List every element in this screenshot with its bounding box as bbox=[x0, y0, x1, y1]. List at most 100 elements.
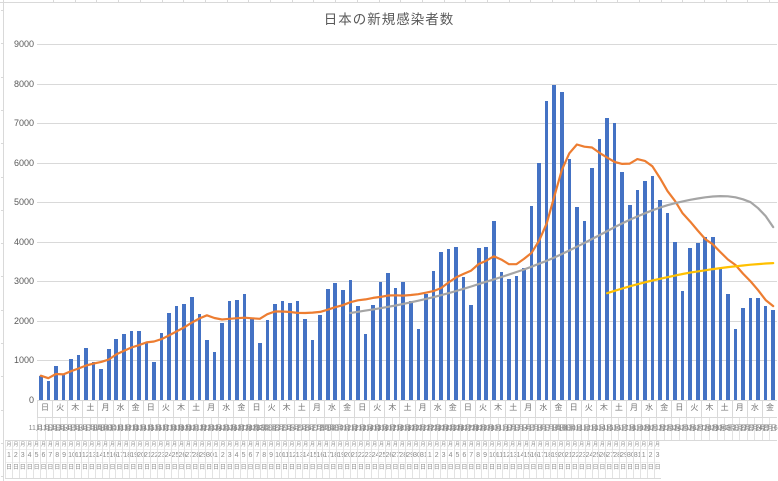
x-axis-vertical-date-label[interactable]: 月 27 日 bbox=[184, 441, 193, 478]
x-axis-date-label[interactable]: 1月29日 bbox=[700, 418, 726, 440]
x-axis-date-label[interactable]: 12月1日 bbox=[255, 418, 281, 440]
x-axis-weekday-label[interactable]: 木 bbox=[701, 400, 716, 417]
x-axis-vertical-date-label[interactable]: 月 10 日 bbox=[67, 441, 76, 478]
x-axis-vertical-date-label[interactable]: 月 12 日 bbox=[287, 441, 297, 478]
bar-daily-new-cases[interactable] bbox=[129, 331, 134, 400]
bar-daily-new-cases[interactable] bbox=[182, 303, 187, 400]
x-axis-date-label[interactable]: 12月16日 bbox=[366, 418, 396, 440]
x-axis-date-label[interactable]: 12月26日 bbox=[442, 418, 471, 440]
x-axis-date-label[interactable]: 11月24日 bbox=[200, 418, 229, 440]
y-axis-tick-label[interactable]: 3000 bbox=[13, 276, 34, 287]
x-axis-weekday-label[interactable]: 火 bbox=[580, 400, 596, 417]
x-axis-date-label[interactable]: 12月10日 bbox=[321, 418, 351, 440]
x-axis-vertical-date-label[interactable]: 月 25 日 bbox=[170, 441, 179, 478]
x-axis-date-label[interactable]: 12月9日 bbox=[315, 418, 341, 440]
bar-daily-new-cases[interactable] bbox=[658, 200, 662, 400]
bar-daily-new-cases[interactable] bbox=[454, 246, 458, 400]
x-axis-date-label[interactable]: 12月13日 bbox=[344, 418, 373, 440]
x-axis-date-label[interactable]: 12月7日 bbox=[300, 418, 326, 440]
x-axis-date-label[interactable]: 1月17日 bbox=[610, 418, 636, 440]
bar-daily-new-cases[interactable] bbox=[741, 308, 745, 400]
x-axis-weekday-label[interactable]: 日 bbox=[565, 400, 581, 417]
bar-daily-new-cases[interactable] bbox=[38, 375, 43, 400]
bar-daily-new-cases[interactable] bbox=[220, 323, 224, 400]
x-axis-date-label[interactable]: 11月16日 bbox=[140, 418, 169, 440]
x-axis-weekday-label[interactable]: 火 bbox=[52, 400, 67, 417]
bar-daily-new-cases[interactable] bbox=[295, 300, 300, 400]
x-axis-vertical-date-label[interactable]: 月 11 日 bbox=[281, 441, 289, 478]
x-axis-date-label[interactable]: 12月30日 bbox=[472, 418, 502, 440]
x-axis-date-label[interactable]: 1月19日 bbox=[625, 418, 651, 440]
x-axis-date-label[interactable]: 1月22日 bbox=[648, 418, 673, 440]
bar-daily-new-cases[interactable] bbox=[439, 252, 443, 400]
x-axis-weekday-label[interactable]: 水 bbox=[746, 400, 762, 417]
x-axis-weekday-label[interactable]: 土 bbox=[82, 400, 97, 417]
x-axis-date-label[interactable]: 12月22日 bbox=[412, 418, 441, 440]
bar-daily-new-cases[interactable] bbox=[552, 85, 557, 400]
x-axis-vertical-date-label[interactable]: 月 30 日 bbox=[626, 441, 635, 478]
x-axis-weekday-label[interactable]: 火 bbox=[263, 400, 279, 417]
x-axis-vertical-date-label[interactable]: 月 21 日 bbox=[563, 441, 573, 478]
x-axis-weekday-label[interactable]: 月 bbox=[731, 400, 747, 417]
x-axis-weekday-label[interactable]: 日 bbox=[37, 400, 52, 417]
x-axis-vertical-date-label[interactable]: 月 23 日 bbox=[577, 441, 586, 478]
x-axis-weekday-label[interactable]: 金 bbox=[550, 400, 565, 417]
x-axis-date-label[interactable]: 1月3日 bbox=[506, 418, 528, 440]
x-axis-vertical-date-label[interactable]: 月 13 日 bbox=[294, 441, 304, 478]
bar-daily-new-cases[interactable] bbox=[167, 312, 171, 400]
bar-daily-new-cases[interactable] bbox=[544, 100, 549, 400]
x-axis-date-label[interactable]: 1月27日 bbox=[685, 418, 711, 440]
y-axis-tick-label[interactable]: 2000 bbox=[13, 315, 34, 326]
x-axis-date-label[interactable]: 11月27日 bbox=[223, 418, 252, 440]
bar-daily-new-cases[interactable] bbox=[76, 354, 81, 400]
x-axis-date-label[interactable]: 11月7日 bbox=[74, 418, 99, 440]
x-axis-vertical-date-label[interactable]: 月 31 日 bbox=[419, 441, 428, 478]
y-axis-tick-label[interactable]: 4000 bbox=[13, 236, 34, 247]
x-axis-date-label[interactable]: 1月31日 bbox=[716, 418, 741, 440]
x-axis-date-label[interactable]: 11月9日 bbox=[89, 418, 114, 440]
x-axis-date-label[interactable]: 2月6日 bbox=[763, 418, 778, 440]
bar-daily-new-cases[interactable] bbox=[537, 162, 541, 400]
bar-daily-new-cases[interactable] bbox=[763, 305, 768, 400]
bar-daily-new-cases[interactable] bbox=[582, 220, 587, 400]
x-axis-vertical-date-label[interactable]: 月 14 日 bbox=[94, 441, 103, 478]
x-axis-vertical-date-label[interactable]: 月 30 日 bbox=[205, 441, 214, 478]
x-axis-date-label[interactable]: 1月7日 bbox=[536, 418, 558, 440]
x-axis-weekday-label[interactable]: 日 bbox=[142, 400, 158, 417]
bar-daily-new-cases[interactable] bbox=[492, 221, 496, 400]
x-axis-date-label[interactable]: 1月23日 bbox=[655, 418, 681, 440]
x-axis-date-label[interactable]: 1月1日 bbox=[491, 418, 513, 440]
x-axis-vertical-date-label[interactable]: 月 24 日 bbox=[584, 441, 593, 478]
x-axis-date-label[interactable]: 1月5日 bbox=[521, 418, 543, 440]
bar-daily-new-cases[interactable] bbox=[227, 300, 232, 400]
x-axis-weekday-label[interactable]: 月 bbox=[308, 400, 324, 417]
x-axis-vertical-date-label[interactable]: 月 19 日 bbox=[129, 441, 138, 478]
bar-daily-new-cases[interactable] bbox=[529, 205, 534, 400]
x-axis-vertical-date-label[interactable]: 月 29 日 bbox=[198, 441, 207, 478]
bar-daily-new-cases[interactable] bbox=[159, 332, 164, 400]
bar-daily-new-cases[interactable] bbox=[461, 276, 466, 400]
x-axis-date-label[interactable]: 11月21日 bbox=[178, 418, 207, 440]
x-axis-vertical-date-label[interactable]: 月 29 日 bbox=[405, 441, 414, 478]
bar-daily-new-cases[interactable] bbox=[348, 279, 353, 400]
x-axis-weekday-label[interactable]: 月 bbox=[625, 400, 641, 417]
x-axis-weekday-label[interactable]: 月 bbox=[203, 400, 218, 417]
x-axis-date-label[interactable]: 12月18日 bbox=[381, 418, 411, 440]
x-axis-vertical-date-label[interactable]: 月 31 日 bbox=[632, 441, 642, 478]
x-axis-weekday-label[interactable]: 金 bbox=[127, 400, 143, 417]
x-axis-vertical-date-label[interactable]: 月 27 日 bbox=[605, 441, 614, 478]
bar-daily-new-cases[interactable] bbox=[378, 281, 383, 400]
x-axis-date-label[interactable]: 1月28日 bbox=[693, 418, 719, 440]
